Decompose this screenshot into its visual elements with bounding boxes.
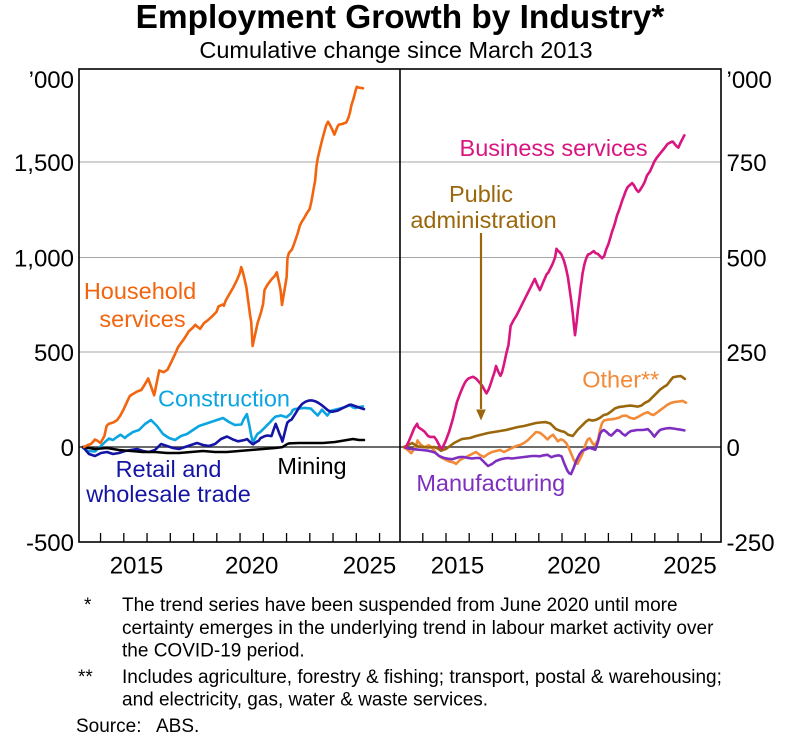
svg-text:500: 500 <box>34 340 74 367</box>
svg-text:’000: ’000 <box>29 67 74 94</box>
svg-text:2020: 2020 <box>547 553 600 580</box>
svg-text:*: * <box>84 595 92 616</box>
svg-text:Business services: Business services <box>460 135 648 161</box>
svg-text:250: 250 <box>727 340 767 367</box>
svg-text:certainty emerges in the under: certainty emerges in the underlying tren… <box>122 618 714 639</box>
svg-text:Includes agriculture, forestry: Includes agriculture, forestry & fishing… <box>122 667 722 688</box>
svg-text:Construction: Construction <box>158 386 290 412</box>
svg-text:1,000: 1,000 <box>14 246 74 273</box>
svg-text:The trend series have been sus: The trend series have been suspended fro… <box>122 595 678 616</box>
svg-text:Other**: Other** <box>582 367 659 393</box>
svg-text:2025: 2025 <box>663 553 716 580</box>
svg-text:500: 500 <box>727 246 767 273</box>
svg-text:’000: ’000 <box>727 67 772 94</box>
svg-text:2015: 2015 <box>110 553 163 580</box>
svg-text:Employment Growth by Industry*: Employment Growth by Industry* <box>136 0 665 36</box>
svg-text:Source:: Source: <box>76 716 141 737</box>
svg-text:Cumulative change since March: Cumulative change since March 2013 <box>199 37 592 63</box>
svg-text:services: services <box>99 306 185 332</box>
svg-text:Manufacturing: Manufacturing <box>416 470 565 496</box>
svg-text:**: ** <box>78 667 93 688</box>
svg-text:2025: 2025 <box>343 553 396 580</box>
svg-text:the COVID-19 period.: the COVID-19 period. <box>122 640 305 661</box>
svg-text:administration: administration <box>410 207 556 233</box>
svg-text:0: 0 <box>61 435 74 462</box>
svg-text:Retail and: Retail and <box>116 456 222 482</box>
svg-text:0: 0 <box>727 435 740 462</box>
svg-text:-500: -500 <box>26 530 74 557</box>
svg-text:750: 750 <box>727 150 767 177</box>
svg-text:-250: -250 <box>727 530 775 557</box>
svg-text:2015: 2015 <box>431 553 484 580</box>
svg-text:2020: 2020 <box>225 553 278 580</box>
svg-text:wholesale trade: wholesale trade <box>85 481 251 507</box>
svg-text:Public: Public <box>449 181 513 207</box>
svg-text:Household: Household <box>84 278 196 304</box>
svg-text:Mining: Mining <box>277 453 346 479</box>
svg-text:1,500: 1,500 <box>14 150 74 177</box>
svg-text:and electricity, gas, water &: and electricity, gas, water & waste serv… <box>122 690 488 711</box>
svg-text:ABS.: ABS. <box>156 716 199 737</box>
